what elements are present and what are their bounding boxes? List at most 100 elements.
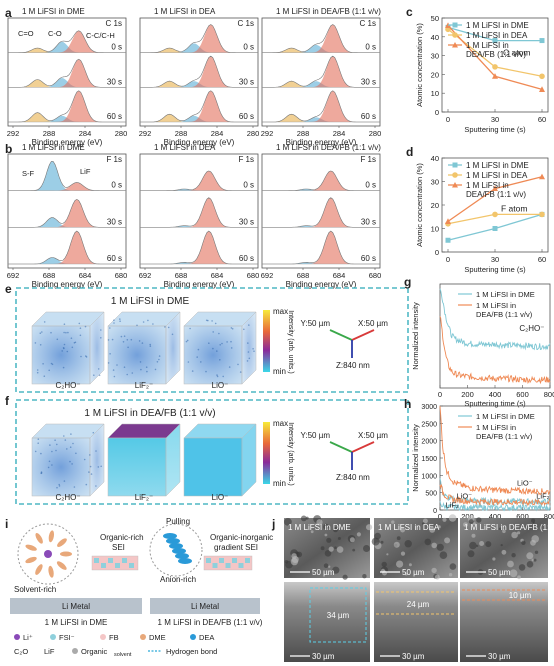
sims-dot [56, 443, 58, 446]
sims-dot [70, 337, 73, 340]
axis-y-arrow [329, 441, 353, 453]
xps-frame [7, 17, 127, 127]
sims-dot [41, 331, 43, 333]
xps-tick-label: 688 [297, 271, 310, 280]
sims-dot [205, 370, 207, 373]
sem-grain [362, 574, 367, 579]
line-chart-c: 0 10 20 30 40 50 0 30 60 Sputtering time (s) Atomi… [415, 14, 549, 134]
tof-title: 1 M LiFSI in DME [111, 296, 190, 307]
xps-peak-LiF [8, 231, 126, 264]
sem-grain [449, 563, 457, 570]
legend-label: FB [109, 633, 119, 642]
legend-label: DEA/FB (1:1 v/v) [476, 432, 533, 441]
sims-dot [89, 454, 91, 456]
legend-label-c2o: C₂O [14, 647, 28, 656]
legend-label: 1 M LiFSI in DME [476, 412, 535, 421]
sims-dot [49, 444, 51, 446]
sims-dot [63, 323, 66, 326]
sims-dot [216, 374, 218, 376]
panel-letter-d: d [406, 145, 413, 159]
li-metal-label: Li Metal [62, 602, 90, 611]
sims-dot [142, 321, 145, 323]
series-line [439, 501, 551, 512]
sims-dot [75, 452, 77, 455]
sem-grain [448, 573, 453, 577]
xps-time-label: 0 s [365, 43, 376, 52]
sims-dot [89, 465, 92, 468]
sei-block [238, 563, 244, 568]
x-tick-label: 60 [538, 115, 546, 124]
sims-dot [78, 322, 81, 325]
sims-dot [61, 350, 63, 352]
xps-title: 1 M LiFSI in DEA [154, 143, 216, 152]
legend-marker [190, 634, 196, 640]
sims-dot [139, 361, 142, 363]
legend-label-solvent: solvent [114, 652, 132, 658]
sem-grain [479, 541, 485, 546]
sem-grain [382, 570, 387, 576]
sem-grain [328, 565, 331, 568]
x-tick-label: 200 [461, 512, 474, 521]
sem-grain [393, 541, 400, 548]
xps-tick-label: 688 [175, 271, 188, 280]
xps-tick-label: 284 [79, 129, 92, 138]
colorbar-min: min [273, 367, 286, 376]
sims-dot [189, 327, 191, 330]
legend-marker [452, 182, 458, 188]
cube-front [183, 325, 243, 385]
data-point [492, 64, 498, 70]
sims-dot [66, 350, 69, 353]
ion-label: C₂HO⁻ [55, 381, 80, 390]
x-axis-label: Sputtering time (s) [464, 399, 526, 408]
sims-dot [36, 371, 39, 374]
cube-front [31, 437, 91, 497]
dme-molecule [57, 538, 67, 547]
xps-time-label: 30 s [361, 217, 376, 226]
xps-element: F 1s [106, 155, 122, 164]
curve-label: LiF₂ [536, 492, 549, 501]
sem-grain [500, 544, 503, 547]
xps-tick-label: 280 [247, 129, 260, 138]
y-tick-label: 30 [431, 52, 439, 61]
xps-time-label: 30 s [239, 77, 254, 86]
xps-time-label: 60 s [107, 254, 122, 263]
x-tick-label: 800 [544, 390, 554, 399]
sims-dot [63, 331, 65, 334]
xps-element: F 1s [360, 155, 376, 164]
y-axis-label: Normalized intensity [411, 302, 420, 370]
sims-dot [187, 361, 190, 363]
sem-grain [352, 548, 356, 552]
xps-tick-label: 680 [115, 271, 128, 280]
sims-dot [208, 342, 210, 345]
sims-dot [58, 483, 60, 486]
y-tick-label: 10 [431, 89, 439, 98]
xps-tick-label: 684 [211, 271, 224, 280]
sims-dot [95, 450, 97, 452]
sims-dot [40, 471, 43, 473]
legend-marker [100, 634, 106, 640]
y-tick-label: 1000 [421, 473, 437, 480]
sem-grain [517, 575, 521, 580]
sem-grain [356, 532, 361, 537]
xps-time-label: 60 s [107, 112, 122, 121]
sims-dot [131, 372, 134, 374]
xps-subplot-b-2: 0 s 30 s 60 s 692 688 684 680 Binding energy (e… [261, 153, 381, 289]
sims-dot [83, 458, 86, 461]
xps-peak-LiF [262, 231, 380, 264]
ion-label: C₂HO⁻ [55, 493, 80, 502]
sem-grain [316, 519, 323, 526]
sem-grain [363, 545, 370, 552]
panel-letter-g: g [404, 275, 411, 289]
peak-label-lif: LiF [80, 167, 91, 176]
sims-dot [34, 450, 37, 453]
axis-x-arrow [351, 329, 375, 341]
xps-xlabel: Binding energy (eV) [164, 280, 235, 289]
sem-cross-section [284, 582, 370, 662]
xps-peak-C-C/C-H [262, 24, 380, 53]
sims-dot [79, 334, 82, 337]
scale-label: 30 µm [488, 652, 511, 661]
x-axis-label: Sputtering time (s) [464, 265, 526, 274]
y-tick-label: 40 [431, 33, 439, 42]
sem-grain [323, 523, 329, 530]
cube-side [241, 311, 257, 385]
